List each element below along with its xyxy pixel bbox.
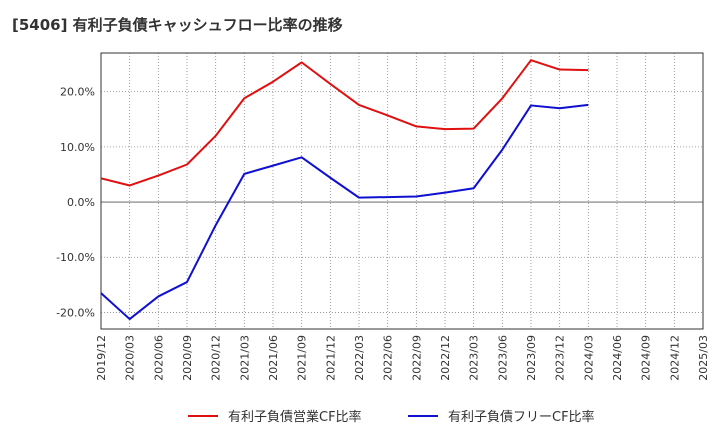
y-tick-label: -10.0% [56,251,95,264]
x-tick-label: 2022/09 [410,335,423,381]
y-tick-label: -20.0% [56,306,95,319]
x-tick-label: 2023/03 [468,335,481,381]
x-tick-label: 2021/12 [324,335,337,381]
x-tick-label: 2024/12 [668,335,681,381]
x-tick-label: 2020/09 [181,335,194,381]
x-tick-label: 2022/12 [439,335,452,381]
plot-border [100,52,704,330]
series-line-2 [100,103,589,321]
chart-title: [5406] 有利子負債キャッシュフロー比率の推移 [12,16,343,34]
x-tick-label: 2023/06 [496,335,509,381]
y-tick-label: 10.0% [60,141,95,154]
x-tick-label: 2024/03 [582,335,595,381]
x-tick-label: 2021/03 [238,335,251,381]
x-tick-label: 2025/03 [697,335,710,381]
x-tick-label: 2020/03 [124,335,137,381]
x-tick-label: 2023/12 [554,335,567,381]
legend-label-1: 有利子負債営業CF比率 [228,409,362,425]
series-lines [100,59,589,321]
legend-label-2: 有利子負債フリーCF比率 [448,409,595,425]
x-tick-label: 2024/09 [640,335,653,381]
x-tick-label: 2022/03 [353,335,366,381]
x-tick-label: 2023/09 [525,335,538,381]
series-line-1 [100,59,589,187]
legend: 有利子負債営業CF比率 有利子負債フリーCF比率 [188,409,595,425]
y-tick-label: 0.0% [67,196,95,209]
x-tick-label: 2020/06 [152,335,165,381]
axes: 20.0% 10.0% 0.0% -10.0% -20.0% 2019/12 2020/03… [56,52,710,381]
x-tick-label: 2019/12 [95,335,108,381]
x-tick-label: 2020/12 [210,335,223,381]
x-tick-label: 2022/06 [382,335,395,381]
x-tick-label: 2024/06 [611,335,624,381]
y-tick-label: 20.0% [60,86,95,99]
x-tick-label: 2021/06 [267,335,280,381]
plot-area [101,53,703,329]
x-tick-label: 2021/09 [296,335,309,381]
